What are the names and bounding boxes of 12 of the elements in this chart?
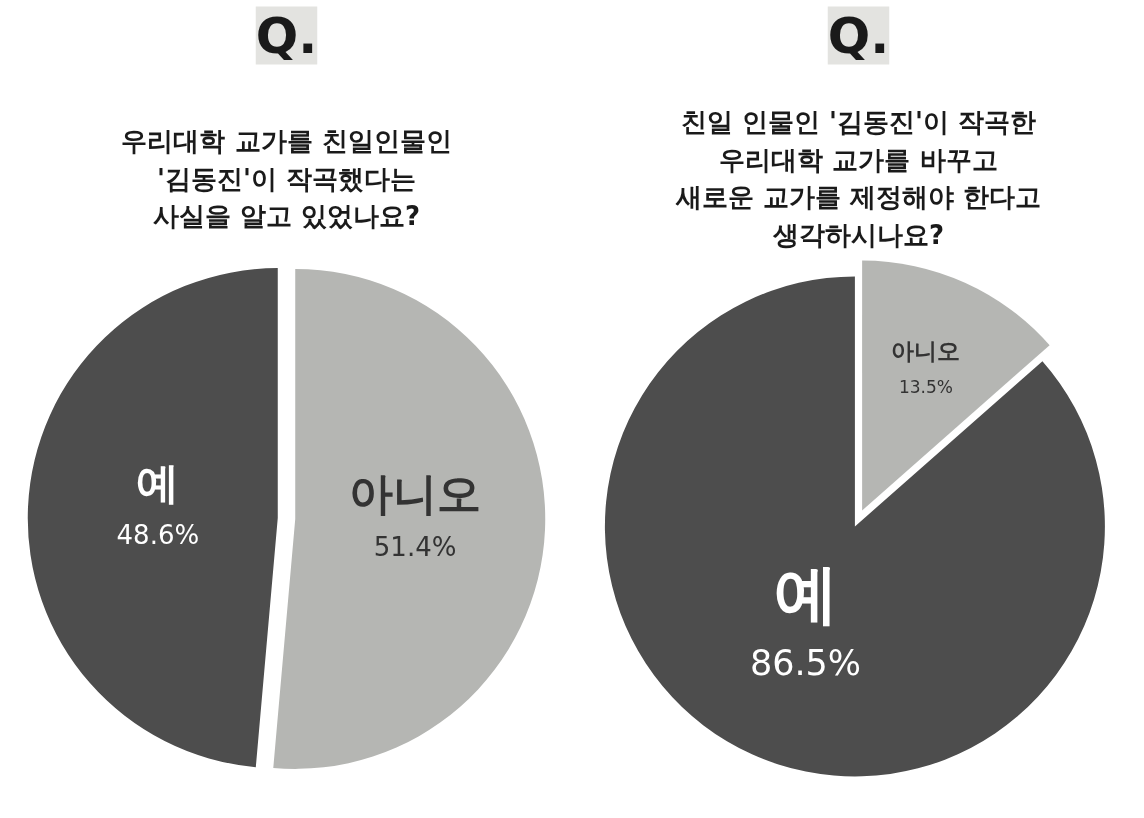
data-label: 51.4% bbox=[373, 531, 457, 562]
slice-label: 아니오 bbox=[349, 468, 482, 520]
chart-subtitle: 친일 인물인 '김동진'이 작곡한 우리대학 교가를 바꾸고 새로운 교가를 제정해야 한다고 생각하시나요? bbox=[674, 107, 1042, 250]
data-label: 48.6% bbox=[116, 520, 200, 551]
slice-label: 예 bbox=[136, 457, 180, 508]
slice-label: 아니오 bbox=[891, 338, 961, 365]
data-label: 13.5% bbox=[898, 376, 953, 397]
slice-label: 예 bbox=[773, 556, 838, 631]
chart-subtitle: 우리대학 교가를 친일인물인 '김동진'이 작곡했다는 사실을 알고 있었나요? bbox=[121, 126, 452, 231]
data-label: 86.5% bbox=[749, 643, 862, 684]
chart-title: Q. bbox=[827, 6, 890, 65]
chart-title: Q. bbox=[255, 6, 318, 65]
